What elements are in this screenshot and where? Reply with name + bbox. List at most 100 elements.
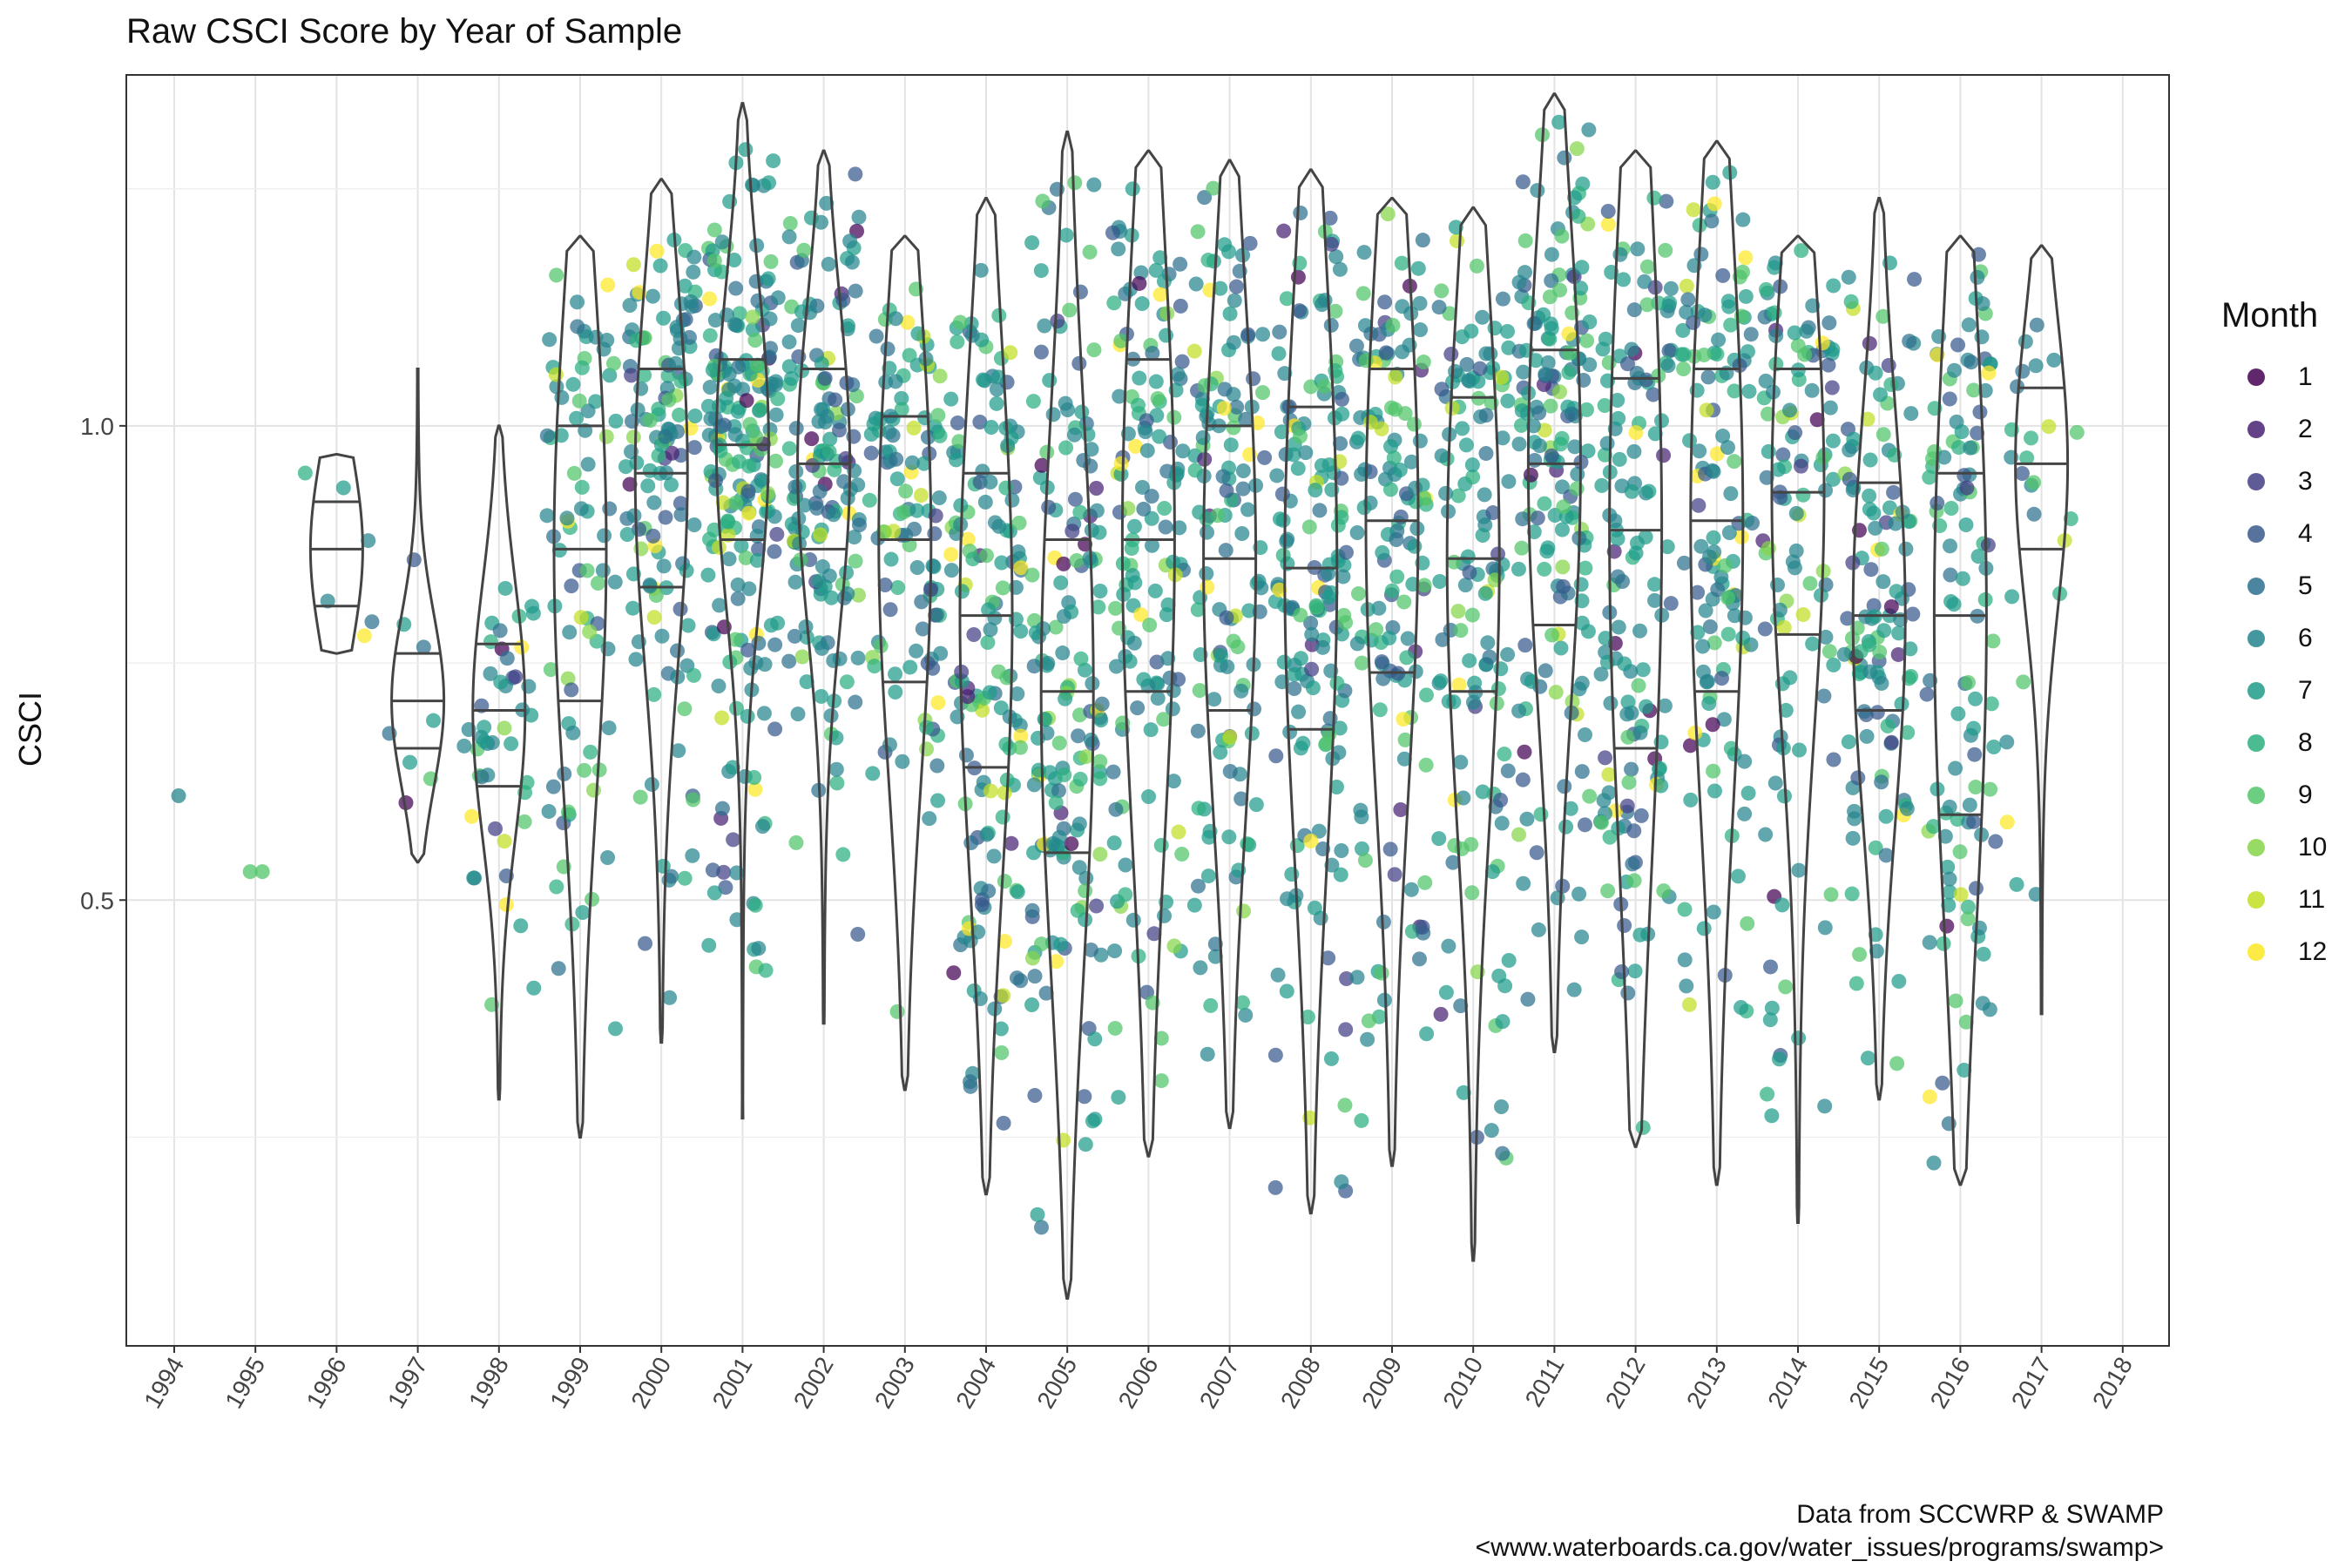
data-point	[932, 428, 948, 443]
data-point	[1045, 407, 1061, 422]
data-point	[1241, 603, 1257, 618]
data-point	[721, 367, 737, 382]
data-point	[1389, 569, 1405, 585]
data-point	[1159, 328, 1174, 343]
data-point	[1107, 1020, 1123, 1036]
data-point	[1738, 288, 1754, 304]
data-point	[1656, 883, 1672, 899]
violins	[308, 92, 2070, 1301]
data-point	[2041, 419, 2057, 435]
data-point	[1852, 947, 1868, 963]
data-point	[1091, 599, 1106, 615]
data-point	[738, 550, 754, 565]
data-point	[1072, 504, 1088, 520]
data-point	[626, 508, 642, 524]
data-point	[842, 233, 858, 249]
data-point	[1462, 652, 1477, 668]
data-point	[973, 262, 989, 278]
data-point	[1133, 607, 1149, 623]
data-point	[1360, 1031, 1375, 1047]
data-point	[1659, 539, 1675, 555]
data-point	[1647, 426, 1663, 442]
data-point	[1639, 297, 1655, 313]
data-point	[2029, 317, 2044, 333]
data-point	[1558, 819, 1574, 835]
data-point	[714, 801, 730, 816]
data-point	[1415, 919, 1430, 935]
data-point	[1601, 767, 1617, 782]
data-point	[812, 483, 828, 499]
data-point	[1193, 960, 1208, 976]
data-point	[1191, 801, 1206, 816]
data-point	[1305, 680, 1321, 696]
data-point	[1257, 449, 1273, 465]
data-point	[1872, 645, 1888, 660]
data-point	[476, 733, 492, 749]
data-point	[1735, 212, 1751, 227]
data-point	[1817, 1098, 1833, 1114]
data-point	[498, 897, 514, 913]
data-point	[1730, 868, 1746, 884]
data-point	[1690, 585, 1706, 600]
data-point	[902, 659, 918, 675]
data-point	[654, 628, 670, 644]
data-point	[930, 695, 946, 711]
data-point	[1387, 867, 1402, 882]
data-point	[889, 451, 904, 467]
x-tick-label: 1994	[139, 1353, 189, 1413]
data-point	[1412, 295, 1428, 311]
data-point	[1213, 745, 1228, 760]
data-point	[1383, 439, 1399, 455]
data-point	[738, 142, 754, 158]
data-point	[1334, 626, 1349, 642]
data-point	[817, 370, 833, 386]
data-point	[1899, 801, 1915, 816]
data-point	[1607, 513, 1623, 529]
data-point	[782, 215, 798, 231]
data-point	[1240, 836, 1255, 852]
data-point	[1071, 816, 1087, 832]
data-point	[1195, 429, 1211, 445]
data-point	[1407, 538, 1423, 554]
data-point	[1418, 687, 1434, 703]
data-point	[574, 479, 590, 495]
data-point	[566, 465, 582, 481]
data-point	[1334, 1174, 1349, 1190]
data-point	[1113, 456, 1129, 471]
x-tick-label: 1997	[382, 1353, 433, 1413]
violin-outline	[633, 178, 689, 1044]
data-point	[1715, 267, 1731, 283]
data-point	[1058, 691, 1073, 706]
data-point	[686, 264, 701, 280]
data-point	[752, 402, 767, 417]
data-point	[1554, 522, 1570, 537]
data-point	[972, 474, 988, 490]
data-point	[1350, 586, 1366, 602]
data-point	[1274, 424, 1289, 440]
data-point	[1696, 921, 1712, 936]
data-point	[997, 785, 1012, 801]
data-point	[1686, 202, 1701, 218]
data-point	[1860, 1051, 1876, 1066]
data-point	[1868, 840, 1883, 855]
y-tick-label: 0.5	[80, 887, 114, 914]
data-point	[1395, 299, 1410, 314]
data-point	[1563, 801, 1578, 816]
data-point	[1026, 659, 1042, 674]
data-point	[1727, 608, 1742, 624]
legend-label: 4	[2298, 519, 2313, 548]
data-point	[1926, 1155, 1942, 1171]
data-point	[828, 730, 844, 746]
data-point	[821, 256, 836, 272]
data-point	[1862, 335, 1877, 351]
data-point	[1517, 265, 1533, 280]
data-point	[700, 567, 716, 583]
data-point	[732, 306, 747, 321]
data-point	[2046, 352, 2062, 368]
data-point	[1240, 502, 1256, 517]
data-point	[1631, 678, 1646, 693]
data-point	[1841, 269, 1856, 285]
data-point	[916, 456, 932, 471]
data-point	[1943, 594, 1959, 610]
data-point	[877, 578, 893, 593]
